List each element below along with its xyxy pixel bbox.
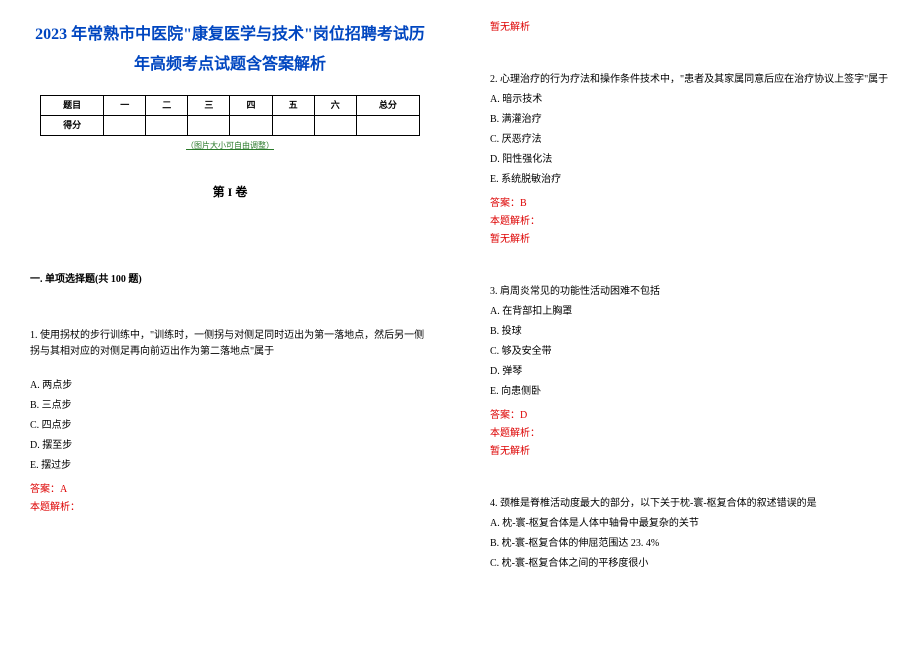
- table-row: 得分: [41, 115, 420, 135]
- col-header: 六: [314, 95, 356, 115]
- q2-opt-e: E. 系统脱敏治疗: [490, 172, 890, 188]
- score-cell: [230, 115, 272, 135]
- row1-label: 题目: [41, 95, 104, 115]
- document-title: 2023 年常熟市中医院"康复医学与技术"岗位招聘考试历年高频考点试题含答案解析: [30, 20, 430, 81]
- q2-stem: 2. 心理治疗的行为疗法和操作条件技术中，"患者及其家属同意后应在治疗协议上签字…: [490, 72, 890, 88]
- q1-stem: 1. 使用拐杖的步行训练中，"训练时，一侧拐与对侧足同时迈出为第一落地点，然后另…: [30, 328, 430, 360]
- q1-opt-b: B. 三点步: [30, 398, 430, 414]
- q1-answer: 答案：A: [30, 482, 430, 498]
- col-header: 五: [272, 95, 314, 115]
- q1-opt-c: C. 四点步: [30, 418, 430, 434]
- q1-opt-e: E. 摆过步: [30, 458, 430, 474]
- q1-opt-d: D. 摆至步: [30, 438, 430, 454]
- section-heading: 一. 单项选择题(共 100 题): [30, 272, 430, 288]
- left-column: 2023 年常熟市中医院"康复医学与技术"岗位招聘考试历年高频考点试题含答案解析…: [0, 0, 460, 651]
- q4-opt-b: B. 枕-寰-枢复合体的伸屈范围达 23. 4%: [490, 536, 890, 552]
- q1-analysis-label: 本题解析：: [30, 500, 430, 516]
- q3-no-analysis: 暂无解析: [490, 444, 890, 460]
- q3-stem: 3. 肩周炎常见的功能性活动困难不包括: [490, 284, 890, 300]
- score-table: 题目 一 二 三 四 五 六 总分 得分: [40, 95, 420, 136]
- score-cell: [104, 115, 146, 135]
- volume-label: 第 I 卷: [30, 183, 430, 202]
- q2-no-analysis: 暂无解析: [490, 232, 890, 248]
- q2-opt-c: C. 厌恶疗法: [490, 132, 890, 148]
- table-row: 题目 一 二 三 四 五 六 总分: [41, 95, 420, 115]
- q2-answer: 答案：B: [490, 196, 890, 212]
- score-cell: [314, 115, 356, 135]
- resize-note: （图片大小可自由调整）: [30, 140, 430, 153]
- row2-label: 得分: [41, 115, 104, 135]
- q2-analysis-label: 本题解析：: [490, 214, 890, 230]
- col-header: 四: [230, 95, 272, 115]
- q2-opt-d: D. 阳性强化法: [490, 152, 890, 168]
- score-cell: [356, 115, 419, 135]
- q3-opt-a: A. 在背部扣上胸罩: [490, 304, 890, 320]
- q2-opt-a: A. 暗示技术: [490, 92, 890, 108]
- q3-opt-c: C. 够及安全带: [490, 344, 890, 360]
- score-cell: [146, 115, 188, 135]
- q3-opt-b: B. 投球: [490, 324, 890, 340]
- q3-answer: 答案：D: [490, 408, 890, 424]
- q2-opt-b: B. 满灌治疗: [490, 112, 890, 128]
- q1-opt-a: A. 两点步: [30, 378, 430, 394]
- col-header: 一: [104, 95, 146, 115]
- q1-no-analysis: 暂无解析: [490, 20, 890, 36]
- q3-analysis-label: 本题解析：: [490, 426, 890, 442]
- q3-opt-e: E. 向患侧卧: [490, 384, 890, 400]
- score-cell: [188, 115, 230, 135]
- score-cell: [272, 115, 314, 135]
- q4-opt-c: C. 枕-寰-枢复合体之间的平移度很小: [490, 556, 890, 572]
- col-header: 三: [188, 95, 230, 115]
- col-header: 总分: [356, 95, 419, 115]
- q4-opt-a: A. 枕-寰-枢复合体是人体中轴骨中最复杂的关节: [490, 516, 890, 532]
- right-column: 暂无解析 2. 心理治疗的行为疗法和操作条件技术中，"患者及其家属同意后应在治疗…: [460, 0, 920, 651]
- q3-opt-d: D. 弹琴: [490, 364, 890, 380]
- q4-stem: 4. 颈椎是脊椎活动度最大的部分，以下关于枕-寰-枢复合体的叙述错误的是: [490, 496, 890, 512]
- col-header: 二: [146, 95, 188, 115]
